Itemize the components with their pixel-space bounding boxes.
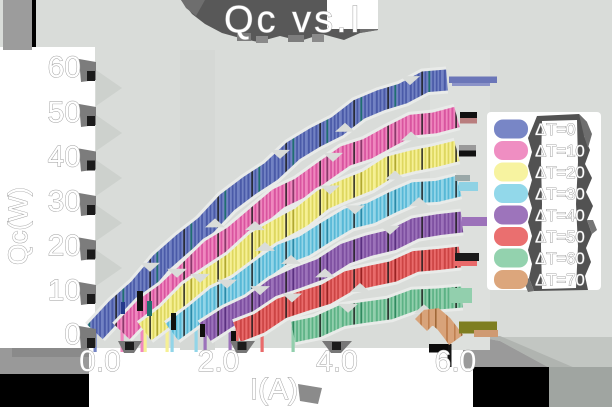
svg-text:0.0: 0.0	[79, 345, 121, 378]
svg-text:50: 50	[48, 96, 81, 129]
svg-text:40: 40	[48, 141, 81, 174]
svg-text:4.0: 4.0	[316, 345, 358, 378]
svg-text:60: 60	[48, 51, 81, 84]
svg-text:Qc vs.I: Qc vs.I	[224, 0, 363, 41]
svg-text:Qc(W): Qc(W)	[3, 187, 33, 265]
svg-text:ΔT=20: ΔT=20	[535, 163, 585, 182]
svg-text:ΔT=40: ΔT=40	[535, 206, 585, 225]
svg-text:10: 10	[48, 274, 81, 307]
svg-text:ΔT=0: ΔT=0	[535, 120, 575, 139]
svg-text:ΔT=30: ΔT=30	[535, 185, 585, 204]
svg-text:20: 20	[48, 230, 81, 263]
svg-text:6.0: 6.0	[435, 345, 477, 378]
svg-text:ΔT=50: ΔT=50	[535, 228, 585, 247]
svg-text:ΔT=10: ΔT=10	[535, 142, 585, 161]
svg-text:I(A): I(A)	[250, 373, 298, 406]
svg-text:ΔT=60: ΔT=60	[535, 249, 585, 268]
svg-text:30: 30	[48, 185, 81, 218]
svg-text:2.0: 2.0	[198, 345, 240, 378]
svg-text:0: 0	[64, 318, 81, 351]
svg-text:ΔT=70: ΔT=70	[535, 271, 585, 290]
